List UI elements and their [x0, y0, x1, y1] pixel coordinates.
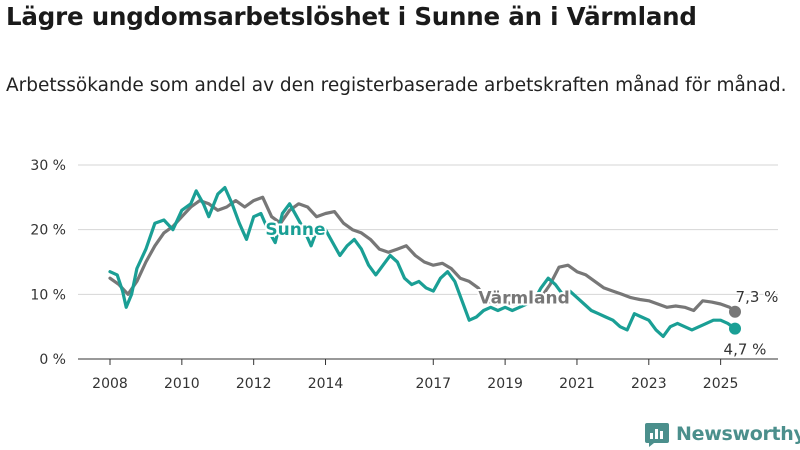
y-tick-label: 30 % — [30, 158, 66, 174]
newsworthy-logo: Newsworthy — [644, 420, 800, 448]
grid-lines: 0 % 10 % 20 % 30 % — [30, 158, 778, 368]
x-tick-label: 2019 — [487, 376, 523, 392]
newsworthy-icon — [645, 423, 669, 447]
series-labels: Sunne Värmland 7,3 % 4,7 % — [263, 218, 780, 360]
series-end-point-v-rmland — [729, 305, 741, 318]
y-tick-label: 0 % — [39, 352, 66, 368]
brand-name: Newsworthy — [676, 423, 800, 445]
chart-subtitle: Arbetssökande som andel av den registerb… — [6, 75, 787, 96]
chart-title: Lägre ungdomsarbetslöshet i Sunne än i V… — [6, 2, 697, 31]
x-tick-label: 2023 — [631, 376, 667, 392]
x-tick-label: 2014 — [308, 376, 344, 392]
x-tick-label: 2008 — [92, 376, 128, 392]
series-line-v-rmland — [108, 195, 737, 314]
series-lines — [108, 186, 741, 338]
x-tick-label: 2017 — [415, 376, 451, 392]
end-value-label-varmland: 7,3 % — [736, 288, 779, 306]
series-name-label-sunne: Sunne — [265, 220, 325, 240]
x-axis: 2008 2010 2012 2014 2017 2019 2021 2023 2025 — [92, 359, 738, 392]
y-tick-label: 20 % — [30, 223, 66, 239]
series-line-sunne — [108, 186, 737, 338]
x-tick-label: 2010 — [164, 376, 200, 392]
x-tick-label: 2025 — [703, 376, 739, 392]
end-value-label-sunne: 4,7 % — [724, 341, 767, 359]
x-tick-label: 2012 — [236, 376, 272, 392]
series-end-point-sunne — [729, 322, 741, 335]
x-tick-label: 2021 — [559, 376, 595, 392]
y-tick-label: 10 % — [30, 287, 66, 303]
series-name-label-varmland: Värmland — [478, 288, 569, 308]
